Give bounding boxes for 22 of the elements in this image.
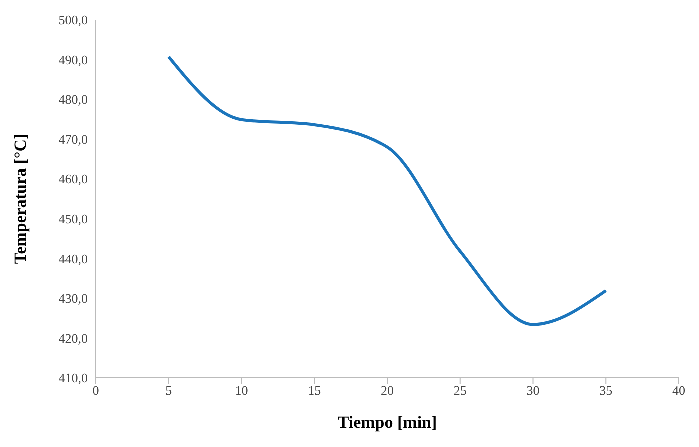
x-tick-label: 25 bbox=[454, 383, 467, 398]
x-tick-label: 20 bbox=[381, 383, 394, 398]
y-tick-label: 470,0 bbox=[58, 132, 88, 147]
x-tick-label: 40 bbox=[672, 383, 686, 398]
line-series bbox=[167, 55, 608, 326]
y-tick-label: 450,0 bbox=[58, 212, 88, 227]
y-tick-label: 490,0 bbox=[58, 52, 88, 68]
y-tick-label: 460,0 bbox=[58, 172, 88, 187]
x-tick-label: 5 bbox=[166, 383, 172, 398]
x-tick-label: 10 bbox=[235, 383, 248, 398]
x-tick-label: 30 bbox=[526, 383, 540, 398]
x-tick-label: 35 bbox=[600, 383, 613, 398]
x-axis-title: Tiempo [min] bbox=[338, 413, 438, 432]
y-tick-label: 410,0 bbox=[58, 370, 88, 386]
y-tick-label: 430,0 bbox=[58, 291, 88, 306]
y-tick-label: 500,0 bbox=[58, 12, 88, 28]
y-tick-label: 480,0 bbox=[58, 92, 88, 108]
y-tick-label: 440,0 bbox=[58, 251, 88, 266]
y-axis-title: Temperatura [°C] bbox=[11, 134, 30, 264]
x-tick-label: 0 bbox=[92, 383, 100, 398]
x-tick-label: 15 bbox=[308, 383, 322, 398]
y-tick-label: 420,0 bbox=[58, 330, 88, 346]
